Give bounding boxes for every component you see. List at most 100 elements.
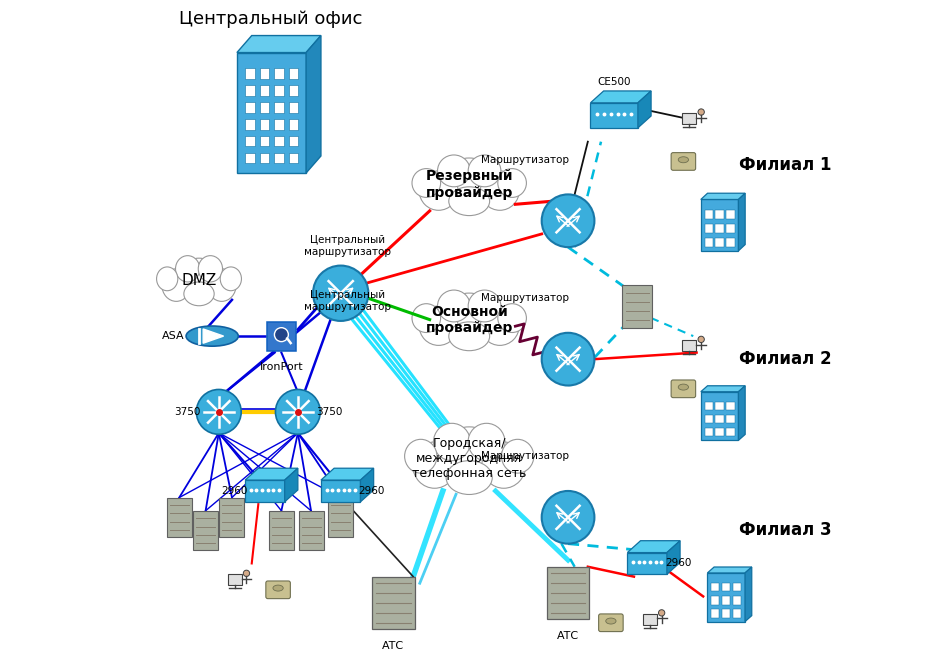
FancyBboxPatch shape — [289, 102, 298, 113]
Ellipse shape — [419, 306, 458, 345]
FancyBboxPatch shape — [721, 610, 730, 617]
FancyBboxPatch shape — [704, 402, 712, 410]
Text: Маршрутизатор: Маршрутизатор — [480, 293, 568, 303]
Ellipse shape — [605, 618, 615, 624]
FancyBboxPatch shape — [546, 567, 589, 619]
Text: Центральный
маршрутизатор: Центральный маршрутизатор — [303, 235, 391, 257]
Polygon shape — [244, 468, 297, 480]
FancyBboxPatch shape — [682, 113, 696, 124]
FancyBboxPatch shape — [715, 210, 723, 219]
Polygon shape — [737, 386, 745, 440]
FancyBboxPatch shape — [642, 614, 656, 625]
Ellipse shape — [404, 440, 436, 473]
Ellipse shape — [273, 585, 283, 591]
FancyBboxPatch shape — [244, 69, 255, 79]
Text: 3750: 3750 — [174, 407, 200, 417]
Polygon shape — [700, 386, 745, 391]
FancyBboxPatch shape — [274, 85, 283, 96]
FancyBboxPatch shape — [244, 136, 255, 146]
FancyBboxPatch shape — [711, 583, 718, 591]
Text: ASA: ASA — [162, 331, 185, 341]
Polygon shape — [321, 468, 373, 480]
Text: IronPort: IronPort — [260, 362, 303, 372]
FancyBboxPatch shape — [670, 380, 695, 397]
Polygon shape — [203, 329, 224, 343]
FancyBboxPatch shape — [704, 210, 712, 219]
Text: 3750: 3750 — [316, 407, 343, 417]
Polygon shape — [744, 567, 751, 621]
Ellipse shape — [433, 423, 470, 461]
Text: 2960: 2960 — [221, 486, 247, 496]
FancyBboxPatch shape — [733, 596, 740, 604]
FancyBboxPatch shape — [237, 53, 306, 173]
FancyBboxPatch shape — [265, 581, 290, 598]
FancyBboxPatch shape — [289, 136, 298, 146]
FancyBboxPatch shape — [274, 102, 283, 113]
FancyBboxPatch shape — [228, 574, 242, 585]
FancyBboxPatch shape — [704, 428, 712, 436]
Text: Филиал 1: Филиал 1 — [738, 156, 831, 174]
FancyBboxPatch shape — [715, 224, 723, 233]
FancyBboxPatch shape — [298, 511, 323, 550]
FancyBboxPatch shape — [260, 119, 269, 130]
Text: АТС: АТС — [556, 631, 579, 641]
Polygon shape — [590, 91, 650, 103]
FancyBboxPatch shape — [289, 69, 298, 79]
FancyBboxPatch shape — [244, 102, 255, 113]
Ellipse shape — [446, 461, 492, 494]
FancyBboxPatch shape — [726, 402, 733, 410]
Ellipse shape — [497, 169, 526, 198]
Circle shape — [275, 389, 320, 434]
Ellipse shape — [448, 322, 489, 351]
FancyBboxPatch shape — [274, 136, 283, 146]
FancyBboxPatch shape — [244, 85, 255, 96]
Ellipse shape — [467, 423, 504, 461]
Polygon shape — [590, 103, 637, 128]
Text: CE500: CE500 — [597, 77, 631, 88]
Text: Основной
провайдер: Основной провайдер — [425, 304, 513, 335]
FancyBboxPatch shape — [260, 136, 269, 146]
Ellipse shape — [441, 293, 497, 346]
Ellipse shape — [412, 304, 440, 333]
Circle shape — [541, 194, 594, 247]
Text: Центральный офис: Центральный офис — [179, 10, 362, 28]
FancyBboxPatch shape — [219, 498, 244, 537]
Ellipse shape — [157, 267, 177, 291]
Text: Маршрутизатор: Маршрутизатор — [480, 155, 568, 165]
FancyBboxPatch shape — [721, 583, 730, 591]
FancyBboxPatch shape — [704, 238, 712, 246]
FancyBboxPatch shape — [726, 415, 733, 423]
Polygon shape — [627, 540, 680, 552]
Text: Филиал 3: Филиал 3 — [738, 521, 831, 540]
FancyBboxPatch shape — [166, 498, 192, 537]
Text: DMZ: DMZ — [181, 273, 216, 287]
Ellipse shape — [481, 442, 525, 488]
FancyBboxPatch shape — [289, 152, 298, 163]
Polygon shape — [237, 36, 321, 53]
Ellipse shape — [207, 269, 236, 301]
Circle shape — [274, 328, 288, 341]
FancyBboxPatch shape — [244, 119, 255, 130]
FancyBboxPatch shape — [274, 119, 283, 130]
FancyBboxPatch shape — [715, 428, 723, 436]
FancyBboxPatch shape — [598, 614, 622, 631]
Polygon shape — [360, 468, 373, 502]
Polygon shape — [627, 552, 666, 574]
FancyBboxPatch shape — [372, 577, 414, 629]
Polygon shape — [637, 91, 650, 128]
FancyBboxPatch shape — [289, 85, 298, 96]
Circle shape — [541, 491, 594, 544]
Circle shape — [698, 109, 703, 115]
FancyBboxPatch shape — [193, 511, 218, 550]
Polygon shape — [666, 540, 680, 574]
Polygon shape — [306, 36, 321, 173]
Ellipse shape — [467, 290, 500, 322]
Ellipse shape — [467, 155, 500, 186]
Ellipse shape — [413, 442, 456, 488]
Ellipse shape — [178, 258, 220, 302]
FancyBboxPatch shape — [707, 573, 744, 621]
Ellipse shape — [198, 256, 222, 282]
Text: Резервный
провайдер: Резервный провайдер — [425, 169, 513, 200]
Ellipse shape — [678, 384, 688, 390]
Ellipse shape — [186, 326, 238, 346]
